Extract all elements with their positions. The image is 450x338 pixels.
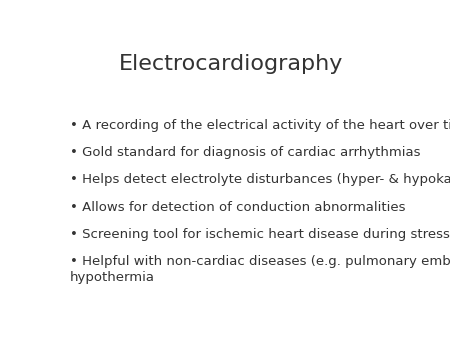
- Text: • Gold standard for diagnosis of cardiac arrhythmias: • Gold standard for diagnosis of cardiac…: [70, 146, 421, 159]
- Text: Electrocardiography: Electrocardiography: [118, 54, 343, 74]
- Text: • Allows for detection of conduction abnormalities: • Allows for detection of conduction abn…: [70, 201, 406, 214]
- Text: • A recording of the electrical activity of the heart over time: • A recording of the electrical activity…: [70, 119, 450, 131]
- Text: • Helpful with non-cardiac diseases (e.g. pulmonary embolism or
hypothermia: • Helpful with non-cardiac diseases (e.g…: [70, 255, 450, 284]
- Text: • Helps detect electrolyte disturbances (hyper- & hypokalemia): • Helps detect electrolyte disturbances …: [70, 173, 450, 186]
- Text: • Screening tool for ischemic heart disease during stress tests: • Screening tool for ischemic heart dise…: [70, 228, 450, 241]
